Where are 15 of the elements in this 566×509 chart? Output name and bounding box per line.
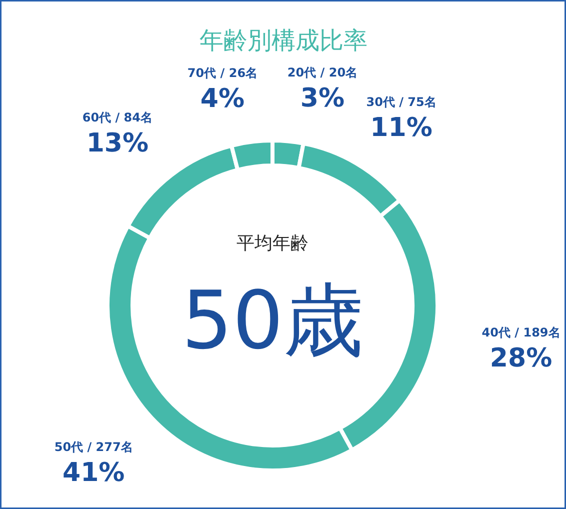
slice-label: 50代 / 277名	[54, 440, 133, 454]
data-label: 11%	[370, 113, 432, 144]
text: 平均年齢	[236, 233, 308, 254]
data-label: 28%	[490, 344, 552, 374]
slice-label: 30代 / 75名	[366, 95, 436, 110]
slice-label: 20代 / 20名	[287, 65, 358, 80]
data-label: 41%	[62, 458, 125, 488]
chart-title: 年齢別構成比率	[200, 26, 368, 54]
data-label: 3%	[300, 83, 345, 114]
data-label: 4%	[200, 84, 245, 114]
slice-label: 70代 / 26名	[187, 66, 258, 80]
slice-label: 60代 / 84名	[82, 110, 153, 125]
slice-label: 40代 / 189名	[482, 326, 560, 340]
data-label: 13%	[86, 128, 149, 159]
text: 50歳	[182, 274, 364, 367]
